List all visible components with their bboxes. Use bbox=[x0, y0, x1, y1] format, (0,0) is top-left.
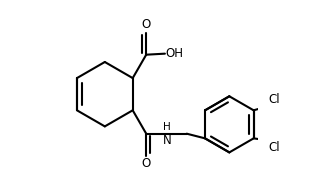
Text: H: H bbox=[163, 122, 171, 132]
Text: Cl: Cl bbox=[269, 142, 280, 155]
Text: Cl: Cl bbox=[269, 93, 280, 106]
Text: O: O bbox=[141, 18, 151, 31]
Text: N: N bbox=[163, 134, 171, 147]
Text: OH: OH bbox=[166, 47, 184, 60]
Text: O: O bbox=[141, 157, 151, 170]
